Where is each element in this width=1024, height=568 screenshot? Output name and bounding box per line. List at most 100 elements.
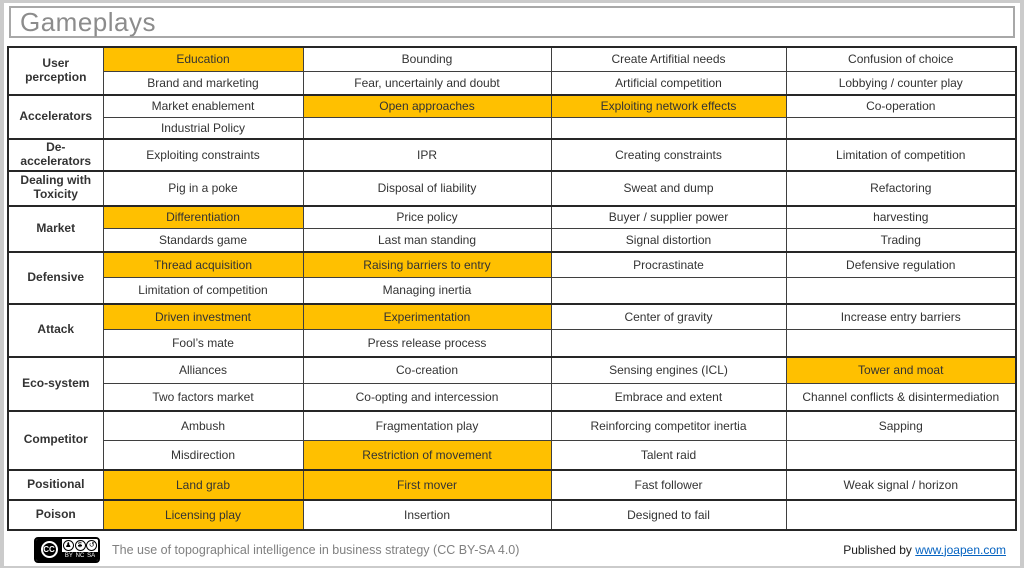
cc-sa-label: SA [87, 552, 96, 559]
table-row: Fool’s mate Press release process [8, 329, 1017, 358]
footer: CC ♟ $ ↺ BY NC SA The use of topographic… [4, 533, 1020, 566]
gameplay-cell: Disposal of liability [302, 169, 552, 207]
gameplay-cell: Fragmentation play [302, 409, 552, 442]
slide-canvas: Gameplays User perception Education Boundi… [4, 3, 1020, 566]
cc-nc-icon: $ [74, 539, 86, 551]
table-row: User perception Education Bounding Create A… [7, 46, 1017, 96]
gameplay-cell-highlighted: First mover [302, 468, 552, 501]
gameplay-cell: Increase entry barriers [785, 302, 1017, 331]
license-text: The use of topographical intelligence in… [112, 542, 520, 557]
gameplay-cell: IPR [302, 138, 552, 172]
published-by: Published by www.joapen.com [843, 543, 1006, 557]
gameplay-cell: Industrial Policy [102, 116, 304, 140]
gameplay-cell: Press release process [302, 329, 552, 358]
gameplays-table-body: User perception Education Bounding Create A… [7, 46, 1017, 531]
cc-nc-label: NC [75, 552, 85, 559]
table-row: Attack Driven investment Experimentation Ce… [7, 302, 1017, 358]
table-row: Dealing with Toxicity Pig in a poke Dispos… [7, 169, 1017, 207]
gameplay-cell-highlighted: Tower and moat [785, 355, 1017, 385]
gameplay-cell [785, 116, 1017, 140]
category-cell: Poison [7, 498, 104, 531]
gameplays-table: User perception Education Bounding Create A… [7, 46, 1017, 531]
gameplay-cell: Price policy [302, 204, 552, 230]
gameplay-cell: Sweat and dump [550, 169, 787, 207]
gameplay-cell: Talent raid [550, 440, 787, 471]
table-row: Two factors market Co-opting and interces… [8, 383, 1017, 412]
gameplay-cell: Limitation of competition [785, 138, 1017, 172]
gameplay-cell [785, 498, 1017, 531]
gameplay-cell: Alliances [102, 355, 304, 385]
category-cell: Market [7, 204, 104, 253]
gameplay-cell: Last man standing [302, 228, 552, 253]
gameplay-cell: Fear, uncertainly and doubt [302, 70, 552, 96]
page-title: Gameplays [20, 6, 156, 37]
table-row: Market Differentiation Price policy Buyer /… [7, 204, 1017, 253]
table-row: Defensive Thread acquisition Raising barri… [7, 250, 1017, 305]
gameplay-cell: Refactoring [785, 169, 1017, 207]
cc-sa-icon: ↺ [86, 539, 98, 551]
gameplay-cell-highlighted: Licensing play [102, 498, 304, 531]
category-cell: De-accelerators [7, 138, 104, 172]
gameplay-cell-highlighted: Raising barriers to entry [302, 250, 552, 279]
table-row: Industrial Policy [8, 116, 1017, 140]
gameplay-cell: Channel conflicts & disintermediation [785, 383, 1017, 412]
gameplay-cell: Trading [785, 228, 1017, 253]
table-row: Standards game Last man standing Signal di… [8, 228, 1017, 253]
gameplay-cell-highlighted: Exploiting network effects [550, 94, 787, 118]
gameplay-cell: Procrastinate [550, 250, 787, 279]
gameplay-cell: Standards game [102, 228, 304, 253]
table-row: Positional Land grab First mover Fast follo… [7, 468, 1017, 501]
table-row: Limitation of competition Managing inerti… [8, 277, 1017, 305]
cc-license-badge: CC ♟ $ ↺ BY NC SA [34, 536, 100, 563]
category-cell: Accelerators [7, 94, 104, 140]
gameplay-cell: Misdirection [102, 440, 304, 471]
gameplay-cell: Co-opting and intercession [302, 383, 552, 412]
gameplay-cell-highlighted: Thread acquisition [102, 250, 304, 279]
gameplay-cell: Ambush [102, 409, 304, 442]
category-cell: Attack [7, 302, 104, 358]
gameplay-cell [550, 277, 787, 305]
gameplay-cell-highlighted: Education [102, 46, 304, 72]
title-box: Gameplays [9, 6, 1015, 38]
table-row: De-accelerators Exploiting constraints IPR… [7, 138, 1017, 172]
gameplay-cell: Create Artifitial needs [550, 46, 787, 72]
gameplay-cell: Brand and marketing [102, 70, 304, 96]
cc-circle-label: CC [40, 541, 58, 558]
gameplay-cell: Two factors market [102, 383, 304, 412]
table-row: Poison Licensing play Insertion Designed to… [7, 498, 1017, 531]
gameplay-cell: Weak signal / horizon [785, 468, 1017, 501]
gameplay-cell: Fool’s mate [102, 329, 304, 358]
gameplay-cell [550, 116, 787, 140]
table-row: Competitor Ambush Fragmentation play Reinfo… [7, 409, 1017, 471]
table-row: Brand and marketing Fear, uncertainly and… [8, 70, 1017, 96]
gameplay-cell-highlighted: Land grab [102, 468, 304, 501]
gameplay-cell: Market enablement [102, 94, 304, 118]
gameplay-cell: Bounding [302, 46, 552, 72]
gameplay-cell: harvesting [785, 204, 1017, 230]
gameplay-cell: Center of gravity [550, 302, 787, 331]
table-row: Accelerators Market enablement Open approa… [7, 94, 1017, 140]
gameplay-cell: Insertion [302, 498, 552, 531]
gameplay-cell: Confusion of choice [785, 46, 1017, 72]
gameplay-cell [550, 329, 787, 358]
cc-by-icon: ♟ [62, 539, 74, 551]
gameplay-cell: Co-creation [302, 355, 552, 385]
category-cell: Competitor [7, 409, 104, 471]
gameplay-cell-highlighted: Open approaches [302, 94, 552, 118]
gameplay-cell: Designed to fail [550, 498, 787, 531]
gameplay-cell: Creating constraints [550, 138, 787, 172]
gameplay-cell: Buyer / supplier power [550, 204, 787, 230]
gameplay-cell: Managing inertia [302, 277, 552, 305]
gameplay-cell: Co-operation [785, 94, 1017, 118]
joapen-link[interactable]: www.joapen.com [915, 542, 1006, 557]
gameplay-cell: Signal distortion [550, 228, 787, 253]
category-cell: Positional [7, 468, 104, 501]
table-row: Misdirection Restriction of movement Talen… [8, 440, 1017, 471]
category-cell: Eco-system [7, 355, 104, 412]
gameplay-cell: Embrace and extent [550, 383, 787, 412]
gameplay-cell: Reinforcing competitor inertia [550, 409, 787, 442]
gameplay-cell: Artificial competition [550, 70, 787, 96]
gameplay-cell: Exploiting constraints [102, 138, 304, 172]
gameplay-cell: Fast follower [550, 468, 787, 501]
gameplay-cell-highlighted: Experimentation [302, 302, 552, 331]
